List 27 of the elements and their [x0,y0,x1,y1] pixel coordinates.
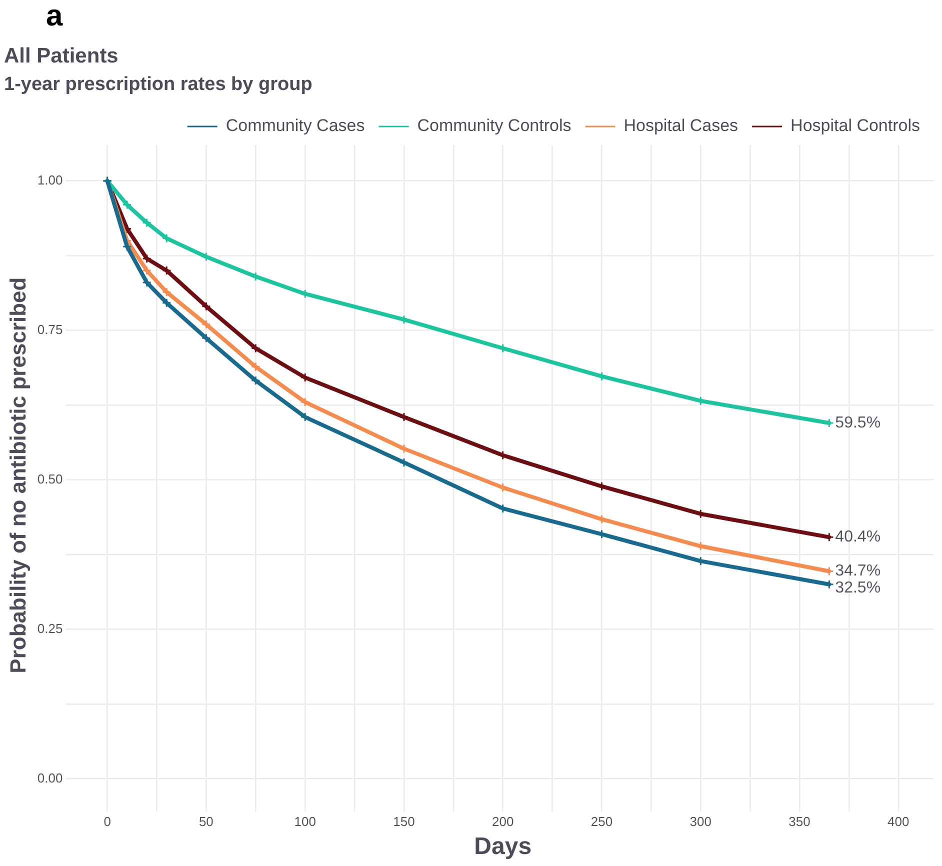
y-tick-label: 0.75 [37,322,63,337]
x-tick-label: 300 [690,814,712,829]
x-tick-label: 250 [590,814,613,829]
x-axis-title: Days [474,833,532,860]
legend-label: Community Controls [417,116,572,136]
data-label: 59.5% [835,414,881,432]
x-tick-label: 350 [788,814,810,829]
y-tick-label: 0.00 [37,770,63,786]
data-label: 34.7% [835,562,881,580]
text: a [46,0,63,32]
legend-label: Hospital Cases [624,116,738,136]
x-tick-label: 150 [393,814,415,829]
chart-title: All Patients [4,44,118,68]
y-axis-title: Probability of no antibiotic prescribed [5,277,30,674]
y-tick-label: 1.00 [37,172,63,188]
legend-label: Hospital Controls [790,116,920,136]
y-tick-label: 0.50 [37,471,63,486]
data-label: 40.4% [835,528,881,546]
data-label: 32.5% [835,580,881,597]
x-tick-label: 200 [492,814,514,829]
chart-subtitle: 1-year prescription rates by group [4,74,312,95]
x-tick-label: 400 [888,814,910,829]
x-tick-label: 100 [294,814,316,829]
legend-label: Community Cases [226,116,365,136]
x-tick-label: 50 [198,814,214,829]
y-tick-label: 0.25 [37,620,63,636]
x-tick-label: 0 [104,814,111,829]
